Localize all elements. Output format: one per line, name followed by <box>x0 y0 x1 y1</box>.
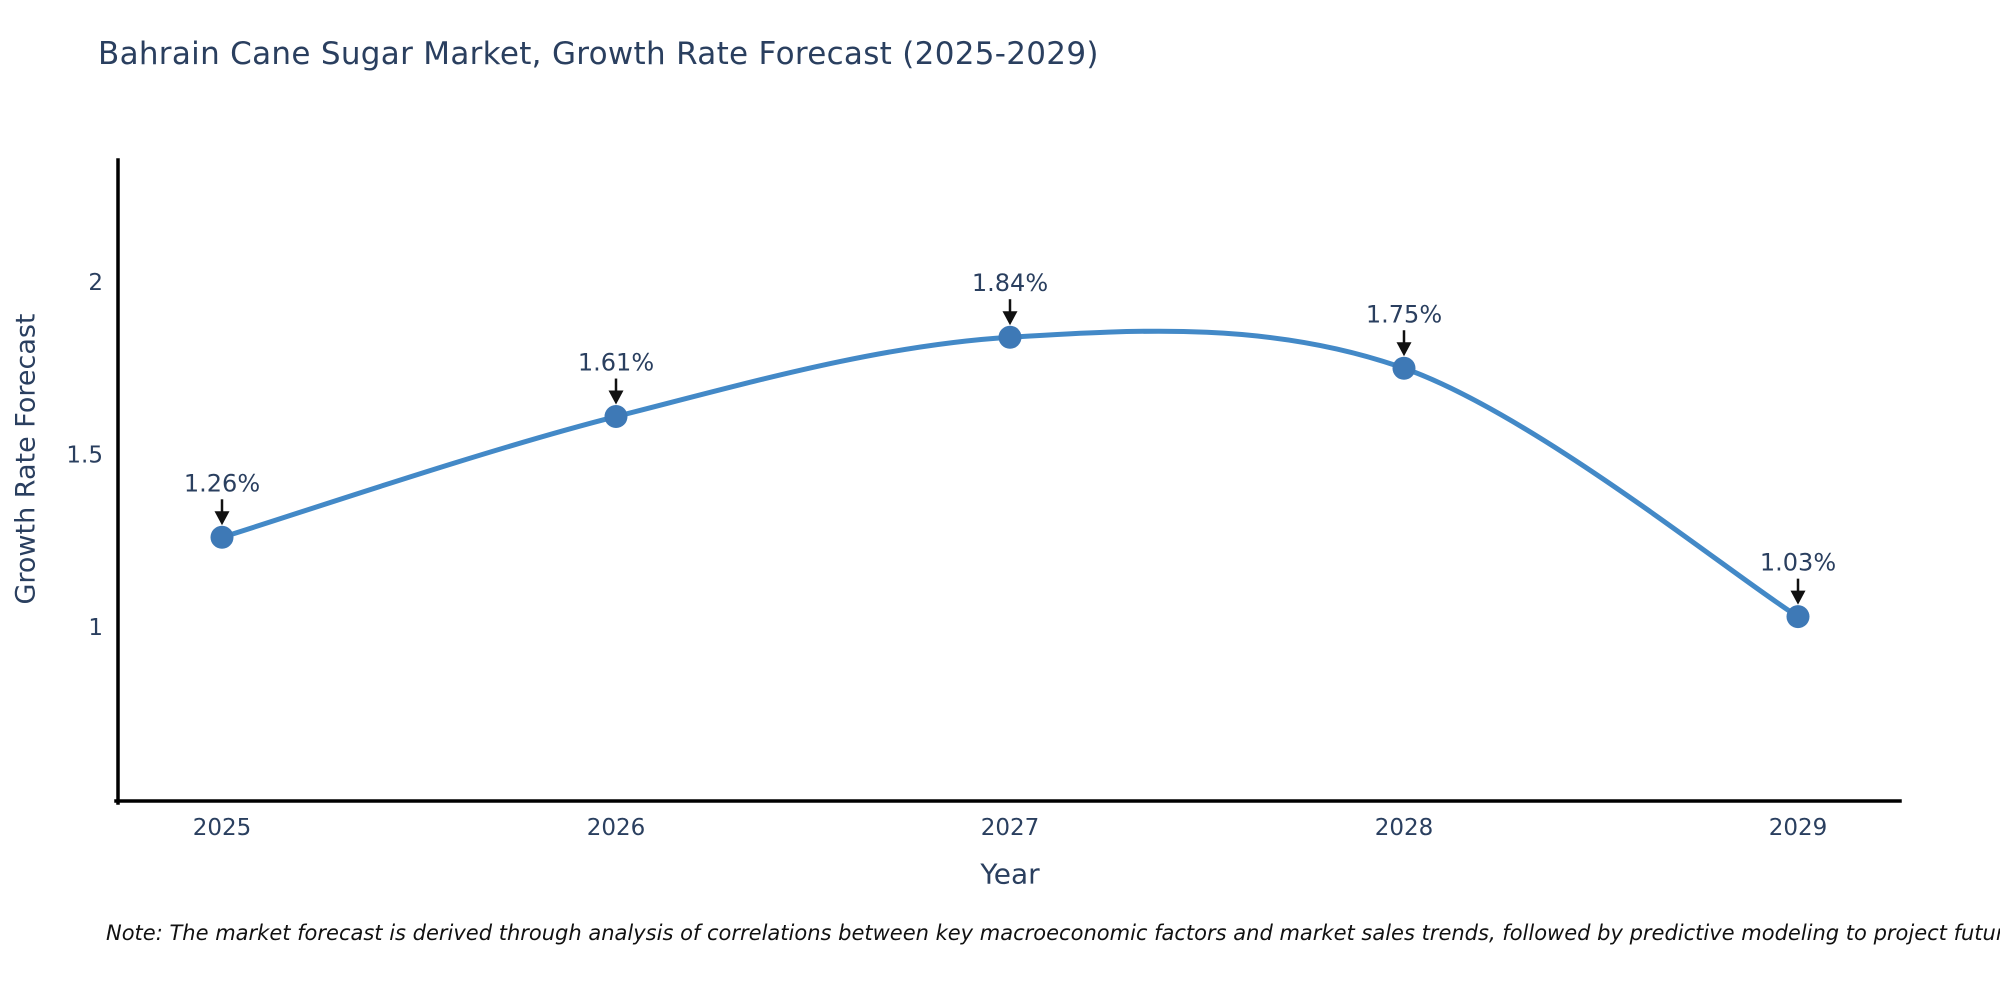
point-annotations: 1.26% 1.61% 1.84% 1.75% 1.03% <box>184 269 1836 605</box>
data-point-2026 <box>604 405 628 429</box>
x-tick-2027: 2027 <box>981 815 1040 841</box>
annotation-label-2029: 1.03% <box>1760 549 1836 577</box>
x-tick-2025: 2025 <box>193 815 252 841</box>
annotation-arrowhead-2026 <box>608 390 624 405</box>
annotation-label-2025: 1.26% <box>184 469 260 497</box>
data-points <box>210 325 1810 629</box>
chart-title: Bahrain Cane Sugar Market, Growth Rate F… <box>98 36 1099 72</box>
x-tick-2029: 2029 <box>1769 815 1828 841</box>
data-point-2029 <box>1786 605 1810 629</box>
y-tick-2: 2 <box>88 270 103 296</box>
x-tick-2028: 2028 <box>1375 815 1434 841</box>
y-axis-tick-labels: 11.52 <box>66 270 103 641</box>
y-axis-title: Growth Rate Forecast <box>10 313 42 605</box>
footnote: Note: The market forecast is derived thr… <box>106 921 2000 945</box>
data-point-2027 <box>998 325 1022 349</box>
annotation-label-2028: 1.75% <box>1366 300 1442 328</box>
annotation-arrowhead-2028 <box>1396 342 1412 357</box>
annotation-label-2026: 1.61% <box>578 349 654 377</box>
annotation-arrowhead-2027 <box>1002 311 1018 326</box>
y-tick-1: 1 <box>88 615 103 641</box>
annotation-label-2027: 1.84% <box>972 269 1048 297</box>
x-axis-tick-labels: 2025 2026 2027 2028 2029 <box>193 815 1828 841</box>
y-tick-1.5: 1.5 <box>66 443 103 469</box>
data-point-2025 <box>210 525 234 549</box>
x-axis-title: Year <box>980 857 1040 891</box>
line-series <box>219 328 1801 620</box>
annotation-arrowhead-2029 <box>1790 590 1806 605</box>
data-point-2028 <box>1392 356 1416 380</box>
x-tick-2026: 2026 <box>587 815 646 841</box>
annotation-arrowhead-2025 <box>214 511 230 526</box>
